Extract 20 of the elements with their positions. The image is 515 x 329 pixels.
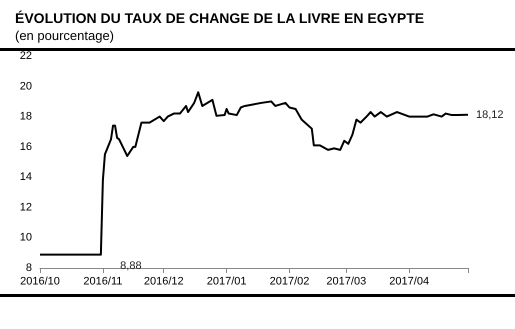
x-tick-label: 2017/01 [206,276,246,288]
x-tick-label: 2017/04 [389,276,430,288]
chart-subtitle: (en pourcentage) [15,28,114,43]
x-tick-label: 2016/10 [20,276,60,288]
x-tick-label: 2017/02 [270,276,310,288]
y-tick-label: 22 [20,50,32,62]
chart-title: ÉVOLUTION DU TAUX DE CHANGE DE LA LIVRE EN EGYPTE [15,10,424,26]
x-tick-label: 2017/03 [326,276,366,288]
data-label: 18,12 [476,108,504,121]
y-tick-label: 14 [20,171,32,184]
y-tick-label: 8 [26,262,32,274]
x-tick-label: 2016/11 [83,276,122,288]
x-tick-label: 2016/12 [144,276,184,288]
data-label: 8,88 [120,260,142,272]
y-tick-label: 10 [20,232,32,244]
y-tick-label: 20 [20,80,32,92]
y-tick-label: 16 [20,140,32,153]
y-tick-label: 12 [20,201,32,214]
line-series [39,91,469,256]
y-tick-label: 18 [20,110,32,123]
